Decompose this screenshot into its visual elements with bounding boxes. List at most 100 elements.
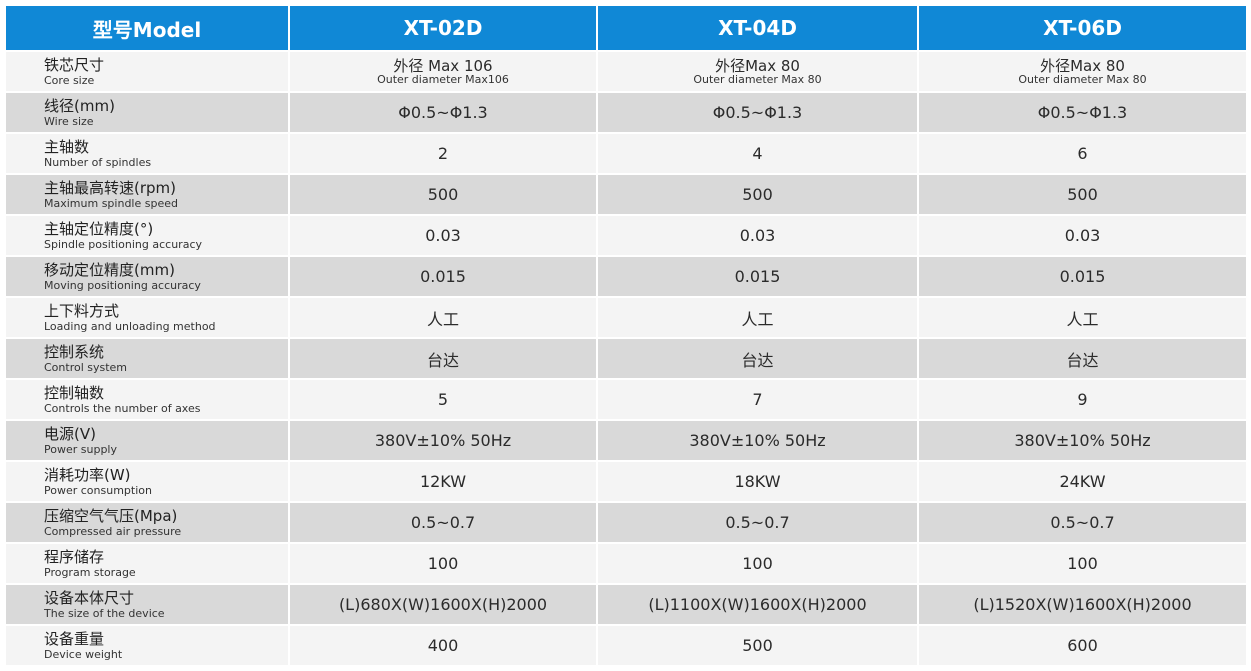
spec-value-cell: 人工 [919,298,1246,339]
spec-value-cell: 0.5~0.7 [919,503,1246,544]
spec-value-cell: 18KW [598,462,919,503]
row-label: 主轴定位精度(°) Spindle positioning accuracy [6,216,290,257]
spec-body: 铁芯尺寸 Core size 外径 Max 106 Outer diameter Ma… [6,52,1246,667]
row-label: 设备重量 Device weight [6,626,290,667]
spec-value-cell: 6 [919,134,1246,175]
spec-value-cell: 500 [598,175,919,216]
row-label-cn: 线径(mm) [44,96,115,115]
table-row: 线径(mm) Wire size Φ0.5~Φ1.3 Φ0.5~Φ1.3 Φ0.5~Φ1… [6,93,1246,134]
spec-value-cell: 0.03 [598,216,919,257]
table-row: 电源(V) Power supply 380V±10% 50Hz 380V±10% 5… [6,421,1246,462]
row-label-cn: 主轴数 [44,137,90,156]
spec-value-cell: Φ0.5~Φ1.3 [290,93,598,134]
table-row: 移动定位精度(mm) Moving positioning accuracy 0.0… [6,257,1246,298]
row-label: 程序储存 Program storage [6,544,290,585]
row-label-en: Power consumption [44,483,152,497]
model-xt-06d: XT-06D [919,6,1246,52]
row-label-en: Moving positioning accuracy [44,278,201,292]
spec-value-cell: 12KW [290,462,598,503]
spec-value-cell: 7 [598,380,919,421]
row-label-en: The size of the device [44,606,165,620]
table-row: 设备重量 Device weight 400 500 600 [6,626,1246,667]
row-label-cn: 设备本体尺寸 [44,588,135,607]
spec-value-cell: 380V±10% 50Hz [598,421,919,462]
spec-value-cell: Φ0.5~Φ1.3 [598,93,919,134]
spec-value-sub: Outer diameter Max 80 [1018,72,1147,86]
spec-table: 型号Model XT-02D XT-04D XT-06D 铁芯尺寸 Core si… [6,6,1246,667]
row-label-en: Core size [44,73,95,87]
row-label: 电源(V) Power supply [6,421,290,462]
row-label-cn: 移动定位精度(mm) [44,260,175,279]
spec-value-cell: 5 [290,380,598,421]
spec-value-cell: 0.03 [919,216,1246,257]
row-label-cn: 消耗功率(W) [44,465,131,484]
model-header: 型号Model [6,6,290,52]
row-label-en: Loading and unloading method [44,319,216,333]
spec-value-cell: 100 [919,544,1246,585]
row-label-en: Maximum spindle speed [44,196,178,210]
spec-value-cell: 380V±10% 50Hz [290,421,598,462]
row-label-cn: 主轴定位精度(°) [44,219,154,238]
spec-value-cell: 100 [290,544,598,585]
table-row: 主轴定位精度(°) Spindle positioning accuracy 0.0… [6,216,1246,257]
spec-value-main: 外径Max 80 [1040,56,1125,75]
spec-value-cell: (L)1100X(W)1600X(H)2000 [598,585,919,626]
row-label-en: Power supply [44,442,117,456]
table-row: 消耗功率(W) Power consumption 12KW 18KW 24KW [6,462,1246,503]
spec-value-cell: 600 [919,626,1246,667]
spec-value-cell: 外径Max 80 Outer diameter Max 80 [919,52,1246,93]
row-label: 压缩空气气压(Mpa) Compressed air pressure [6,503,290,544]
spec-value-cell: 500 [290,175,598,216]
row-label-cn: 压缩空气气压(Mpa) [44,506,178,525]
spec-value-cell: 人工 [598,298,919,339]
table-row: 主轴最高转速(rpm) Maximum spindle speed 500 500 50… [6,175,1246,216]
spec-value-main: 外径Max 80 [715,56,800,75]
row-label-cn: 上下料方式 [44,301,120,320]
row-label-en: Device weight [44,647,123,661]
row-label: 主轴最高转速(rpm) Maximum spindle speed [6,175,290,216]
spec-value-cell: 380V±10% 50Hz [919,421,1246,462]
row-label: 线径(mm) Wire size [6,93,290,134]
spec-value-cell: 0.5~0.7 [290,503,598,544]
row-label-cn: 主轴最高转速(rpm) [44,178,177,197]
table-row: 程序储存 Program storage 100 100 100 [6,544,1246,585]
row-label-cn: 设备重量 [44,629,105,648]
table-row: 上下料方式 Loading and unloading method 人工 人工 人工 [6,298,1246,339]
row-label: 控制轴数 Controls the number of axes [6,380,290,421]
table-row: 控制轴数 Controls the number of axes 5 7 9 [6,380,1246,421]
row-label-cn: 程序储存 [44,547,105,566]
row-label: 设备本体尺寸 The size of the device [6,585,290,626]
spec-value-cell: (L)680X(W)1600X(H)2000 [290,585,598,626]
row-label-en: Compressed air pressure [44,524,182,538]
spec-value-cell: (L)1520X(W)1600X(H)2000 [919,585,1246,626]
spec-value-cell: 0.03 [290,216,598,257]
spec-value-cell: 500 [598,626,919,667]
spec-value-cell: 2 [290,134,598,175]
row-label: 控制系统 Control system [6,339,290,380]
spec-value-cell: 人工 [290,298,598,339]
row-label-en: Control system [44,360,128,374]
spec-value-cell: 0.015 [919,257,1246,298]
row-label-en: Controls the number of axes [44,401,201,415]
spec-value-cell: 外径Max 80 Outer diameter Max 80 [598,52,919,93]
row-label-cn: 控制系统 [44,342,105,361]
row-label: 主轴数 Number of spindles [6,134,290,175]
row-label-cn: 控制轴数 [44,383,105,402]
model-xt-04d: XT-04D [598,6,919,52]
spec-value-cell: 台达 [598,339,919,380]
spec-value-cell: 400 [290,626,598,667]
spec-value-cell: 100 [598,544,919,585]
table-row: 铁芯尺寸 Core size 外径 Max 106 Outer diameter Ma… [6,52,1246,93]
spec-value-sub: Outer diameter Max 80 [693,72,822,86]
row-label-cn: 铁芯尺寸 [44,55,105,74]
table-row: 压缩空气气压(Mpa) Compressed air pressure 0.5~0.… [6,503,1246,544]
model-xt-02d: XT-02D [290,6,598,52]
row-label-en: Number of spindles [44,155,152,169]
row-label-en: Program storage [44,565,136,579]
spec-value-cell: 0.015 [290,257,598,298]
header-row: 型号Model XT-02D XT-04D XT-06D [6,6,1246,52]
spec-value-cell: 24KW [919,462,1246,503]
row-label: 铁芯尺寸 Core size [6,52,290,93]
spec-value-cell: 台达 [919,339,1246,380]
row-label: 移动定位精度(mm) Moving positioning accuracy [6,257,290,298]
